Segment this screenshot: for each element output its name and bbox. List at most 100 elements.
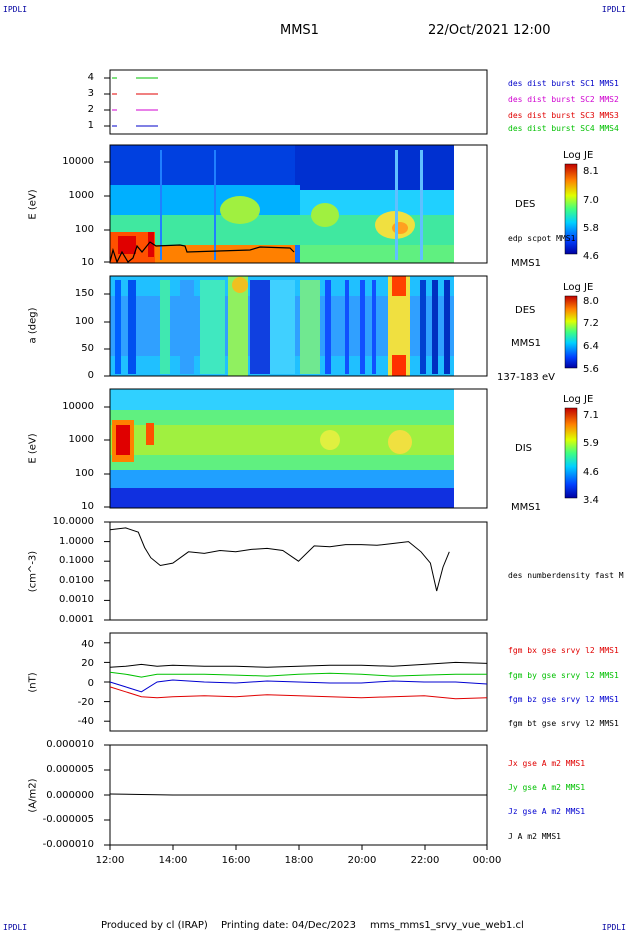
current-label-j: J A m2 MMS1 — [508, 832, 561, 841]
density-tick-2: 0.1000 — [59, 555, 94, 566]
x-tick-2200: 22:00 — [410, 855, 440, 866]
x-tick-1200: 12:00 — [95, 855, 125, 866]
bfield-tick-0: 0 — [87, 678, 94, 689]
des-energy-spectrogram — [109, 145, 487, 264]
dis-energy-tick-10000: 10000 — [62, 401, 94, 412]
scpot-label: edp scpot MMS1 — [508, 234, 576, 243]
current-label-jz: Jz gse A m2 MMS1 — [508, 807, 586, 816]
des-energy-name: DES — [515, 199, 536, 210]
corner-tag-top-right: IPDLI — [601, 5, 626, 14]
avail-bars — [112, 77, 158, 127]
dis-energy-tick-100: 100 — [74, 468, 94, 479]
dis-energy-cb-tick-2: 4.6 — [583, 467, 599, 478]
x-tick-1400: 14:00 — [158, 855, 188, 866]
corner-tag-bottom-right: IPDLI — [601, 923, 626, 932]
avail-label-mms1: des dist burst SC1 MMS1 — [508, 79, 619, 88]
dis-energy-name: DIS — [515, 443, 532, 454]
avail-frame — [109, 69, 488, 135]
dis-energy-frame — [109, 388, 488, 509]
des-energy-tick-10: 10 — [81, 257, 94, 268]
bfield-tick-20: 20 — [81, 658, 94, 669]
avail-ticks — [104, 77, 110, 127]
bfield-label-by: fgm by gse srvy l2 MMS1 — [508, 671, 619, 680]
bfield-tick-40: 40 — [81, 639, 94, 650]
x-axis-ticks — [109, 845, 488, 850]
des-pitch-name: DES — [515, 305, 536, 316]
scpot-line — [109, 241, 295, 264]
avail-tick-1: 1 — [87, 120, 94, 131]
dis-energy-tick-1000: 1000 — [68, 434, 94, 445]
by-line — [109, 671, 487, 678]
current-label-jy: Jy gse A m2 MMS1 — [508, 783, 586, 792]
des-energy-cb-title: Log JE — [563, 150, 594, 161]
des-pitch-tick-50: 50 — [81, 343, 94, 354]
des-pitch-tick-0: 0 — [87, 370, 94, 381]
density-tick-4: 0.0010 — [59, 594, 94, 605]
density-tick-5: 0.0001 — [59, 614, 94, 625]
x-tick-2000: 20:00 — [347, 855, 377, 866]
avail-tick-3: 3 — [87, 88, 94, 99]
density-frame — [109, 521, 488, 621]
bfield-plot — [104, 642, 488, 722]
des-pitch-cb-tick-3: 5.6 — [583, 364, 599, 375]
dis-energy-ticks — [104, 406, 110, 508]
des-energy-colorbar — [564, 163, 578, 255]
footer-produced-by: Produced by cl (IRAP) — [101, 920, 208, 931]
density-line — [109, 527, 450, 592]
dis-energy-spectrogram — [110, 389, 487, 508]
avail-tick-4: 4 — [87, 72, 94, 83]
x-tick-1800: 18:00 — [284, 855, 314, 866]
des-pitch-spectrogram — [110, 276, 487, 376]
des-energy-cb-tick-0: 8.1 — [583, 166, 599, 177]
corner-tag-top-left: IPDLI — [3, 5, 28, 14]
des-pitch-range: 137-183 eV — [497, 372, 555, 383]
des-pitch-tick-100: 100 — [74, 316, 94, 327]
dis-energy-cb-tick-0: 7.1 — [583, 410, 599, 421]
des-pitch-cb-title: Log JE — [563, 282, 594, 293]
spacecraft-title: MMS1 — [280, 23, 319, 38]
density-tick-3: 0.0100 — [59, 575, 94, 586]
des-pitch-cb-tick-2: 6.4 — [583, 341, 599, 352]
des-energy-frame — [109, 144, 488, 264]
des-pitch-cb-tick-0: 8.0 — [583, 296, 599, 307]
current-tick-2: 0.000000 — [46, 790, 94, 801]
current-tick-4: -0.000010 — [42, 839, 94, 850]
current-plot — [104, 744, 487, 846]
density-ylabel: (cm^-3) — [27, 550, 39, 593]
corner-tag-bottom-left: IPDLI — [3, 923, 28, 932]
date-title: 22/Oct/2021 12:00 — [428, 23, 551, 38]
dis-energy-cb-tick-3: 3.4 — [583, 495, 599, 506]
avail-label-mms4: des dist burst SC4 MMS4 — [508, 124, 619, 133]
bt-line — [109, 661, 488, 668]
x-tick-0000: 00:00 — [472, 855, 502, 866]
density-tick-0: 10.0000 — [52, 516, 94, 527]
current-tick-0: 0.000010 — [46, 739, 94, 750]
density-plot — [104, 521, 450, 621]
bfield-tick-m40: -40 — [77, 716, 94, 727]
avail-tick-2: 2 — [87, 104, 94, 115]
des-pitch-sc: MMS1 — [511, 338, 541, 349]
des-energy-tick-10000: 10000 — [62, 156, 94, 167]
bz-line — [109, 679, 488, 693]
dis-energy-tick-10: 10 — [81, 501, 94, 512]
dis-energy-sc: MMS1 — [511, 502, 541, 513]
des-pitch-colorbar — [564, 295, 578, 369]
x-tick-1600: 16:00 — [221, 855, 251, 866]
des-energy-ticks — [104, 161, 110, 263]
footer-filename: mms_mms1_srvy_vue_web1.cl — [370, 920, 524, 931]
dis-energy-cb-tick-1: 5.9 — [583, 438, 599, 449]
density-label: des numberdensity fast M — [508, 571, 624, 580]
des-pitch-ticks — [104, 293, 110, 377]
dis-energy-cb-title: Log JE — [563, 394, 594, 405]
density-tick-1: 1.0000 — [59, 536, 94, 547]
bfield-label-bt: fgm bt gse srvy l2 MMS1 — [508, 719, 619, 728]
bfield-label-bz: fgm bz gse srvy l2 MMS1 — [508, 695, 619, 704]
des-energy-tick-100: 100 — [74, 224, 94, 235]
des-energy-cb-tick-3: 4.6 — [583, 251, 599, 262]
des-energy-sc: MMS1 — [511, 258, 541, 269]
footer-printing-date: Printing date: 04/Dec/2023 — [221, 920, 357, 931]
bfield-tick-m20: -20 — [77, 697, 94, 708]
bx-line — [109, 686, 488, 700]
des-energy-tick-1000: 1000 — [68, 190, 94, 201]
